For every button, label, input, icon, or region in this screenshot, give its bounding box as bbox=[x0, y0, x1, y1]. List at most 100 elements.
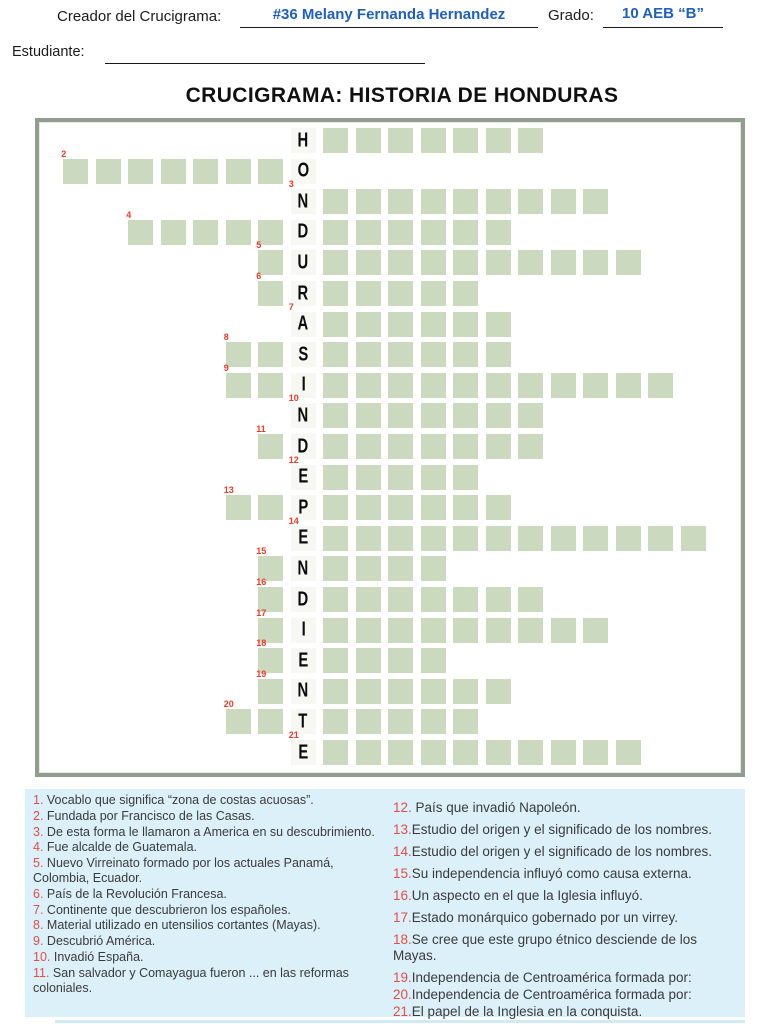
answer-cell[interactable] bbox=[258, 495, 284, 521]
answer-cell[interactable] bbox=[453, 709, 479, 735]
answer-cell[interactable] bbox=[225, 372, 251, 398]
answer-cell[interactable] bbox=[615, 372, 641, 398]
answer-cell[interactable] bbox=[485, 587, 511, 612]
answer-cell[interactable] bbox=[485, 678, 511, 704]
answer-cell[interactable] bbox=[453, 342, 479, 368]
answer-cell[interactable] bbox=[453, 372, 479, 398]
answer-cell[interactable] bbox=[485, 219, 511, 245]
answer-cell[interactable] bbox=[388, 709, 414, 735]
answer-cell[interactable] bbox=[355, 434, 381, 459]
answer-cell[interactable] bbox=[323, 617, 349, 643]
answer-cell[interactable] bbox=[323, 219, 349, 245]
answer-cell[interactable] bbox=[453, 525, 479, 551]
answer-cell[interactable] bbox=[128, 219, 154, 245]
answer-cell[interactable] bbox=[453, 250, 479, 276]
answer-cell[interactable] bbox=[225, 342, 251, 368]
answer-cell[interactable] bbox=[355, 189, 381, 215]
answer-cell[interactable] bbox=[518, 250, 544, 276]
answer-cell[interactable] bbox=[355, 495, 381, 521]
answer-cell[interactable] bbox=[583, 740, 609, 765]
answer-cell[interactable] bbox=[355, 740, 381, 765]
answer-cell[interactable] bbox=[225, 158, 251, 184]
answer-cell[interactable] bbox=[258, 219, 284, 245]
answer-cell[interactable] bbox=[680, 525, 706, 551]
answer-cell[interactable] bbox=[323, 128, 349, 153]
answer-cell[interactable] bbox=[485, 342, 511, 368]
answer-cell[interactable] bbox=[583, 372, 609, 398]
answer-cell[interactable] bbox=[258, 281, 284, 306]
answer-cell[interactable] bbox=[453, 587, 479, 612]
answer-cell[interactable] bbox=[648, 525, 674, 551]
answer-cell[interactable] bbox=[388, 372, 414, 398]
answer-cell[interactable] bbox=[453, 219, 479, 245]
answer-cell[interactable] bbox=[323, 648, 349, 674]
answer-cell[interactable] bbox=[388, 281, 414, 306]
answer-cell[interactable] bbox=[485, 128, 511, 153]
answer-cell[interactable] bbox=[583, 189, 609, 215]
answer-cell[interactable] bbox=[518, 617, 544, 643]
answer-cell[interactable] bbox=[323, 403, 349, 429]
answer-cell[interactable] bbox=[323, 434, 349, 459]
answer-cell[interactable] bbox=[518, 372, 544, 398]
answer-cell[interactable] bbox=[453, 678, 479, 704]
answer-cell[interactable] bbox=[420, 403, 446, 429]
answer-cell[interactable] bbox=[355, 342, 381, 368]
answer-cell[interactable] bbox=[550, 372, 576, 398]
answer-cell[interactable] bbox=[258, 250, 284, 276]
answer-cell[interactable] bbox=[518, 587, 544, 612]
answer-cell[interactable] bbox=[225, 495, 251, 521]
answer-cell[interactable] bbox=[323, 525, 349, 551]
answer-cell[interactable] bbox=[453, 495, 479, 521]
answer-cell[interactable] bbox=[453, 403, 479, 429]
answer-cell[interactable] bbox=[388, 740, 414, 765]
answer-cell[interactable] bbox=[420, 556, 446, 582]
answer-cell[interactable] bbox=[355, 281, 381, 306]
answer-cell[interactable] bbox=[95, 158, 121, 184]
answer-cell[interactable] bbox=[323, 587, 349, 612]
answer-cell[interactable] bbox=[225, 709, 251, 735]
answer-cell[interactable] bbox=[453, 128, 479, 153]
answer-cell[interactable] bbox=[258, 709, 284, 735]
answer-cell[interactable] bbox=[323, 189, 349, 215]
answer-cell[interactable] bbox=[485, 250, 511, 276]
answer-cell[interactable] bbox=[550, 189, 576, 215]
answer-cell[interactable] bbox=[485, 740, 511, 765]
answer-cell[interactable] bbox=[485, 189, 511, 215]
answer-cell[interactable] bbox=[160, 219, 186, 245]
answer-cell[interactable] bbox=[388, 219, 414, 245]
answer-cell[interactable] bbox=[355, 250, 381, 276]
answer-cell[interactable] bbox=[355, 403, 381, 429]
answer-cell[interactable] bbox=[128, 158, 154, 184]
answer-cell[interactable] bbox=[388, 189, 414, 215]
answer-cell[interactable] bbox=[453, 434, 479, 459]
answer-cell[interactable] bbox=[485, 372, 511, 398]
answer-cell[interactable] bbox=[63, 158, 89, 184]
answer-cell[interactable] bbox=[258, 342, 284, 368]
answer-cell[interactable] bbox=[258, 434, 284, 459]
answer-cell[interactable] bbox=[258, 587, 284, 612]
answer-cell[interactable] bbox=[518, 128, 544, 153]
answer-cell[interactable] bbox=[420, 342, 446, 368]
answer-cell[interactable] bbox=[160, 158, 186, 184]
answer-cell[interactable] bbox=[453, 464, 479, 490]
answer-cell[interactable] bbox=[420, 128, 446, 153]
answer-cell[interactable] bbox=[420, 587, 446, 612]
answer-cell[interactable] bbox=[420, 617, 446, 643]
answer-cell[interactable] bbox=[323, 311, 349, 337]
answer-cell[interactable] bbox=[420, 740, 446, 765]
answer-cell[interactable] bbox=[355, 648, 381, 674]
answer-cell[interactable] bbox=[583, 525, 609, 551]
answer-cell[interactable] bbox=[323, 250, 349, 276]
answer-cell[interactable] bbox=[485, 617, 511, 643]
answer-cell[interactable] bbox=[550, 250, 576, 276]
answer-cell[interactable] bbox=[258, 158, 284, 184]
answer-cell[interactable] bbox=[323, 281, 349, 306]
answer-cell[interactable] bbox=[323, 372, 349, 398]
answer-cell[interactable] bbox=[388, 342, 414, 368]
answer-cell[interactable] bbox=[388, 617, 414, 643]
answer-cell[interactable] bbox=[388, 495, 414, 521]
answer-cell[interactable] bbox=[355, 709, 381, 735]
answer-cell[interactable] bbox=[388, 587, 414, 612]
answer-cell[interactable] bbox=[485, 525, 511, 551]
answer-cell[interactable] bbox=[648, 372, 674, 398]
